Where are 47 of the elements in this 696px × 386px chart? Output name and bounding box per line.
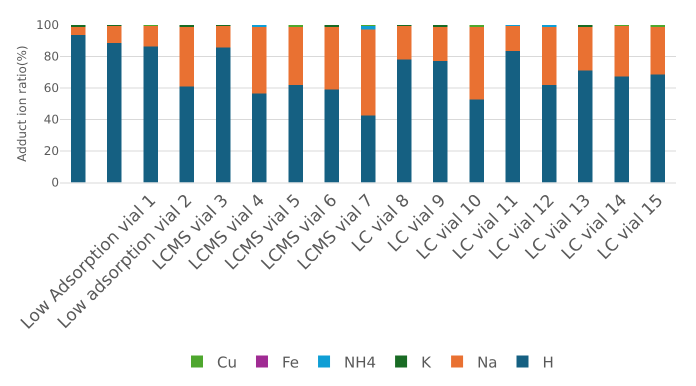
- bar: [650, 74, 666, 182]
- bar: [360, 30, 376, 116]
- y-tick-label: 20: [44, 144, 59, 158]
- y-tick-label: 40: [44, 112, 59, 127]
- y-tick-label: 80: [44, 50, 59, 64]
- bar: [650, 26, 666, 75]
- bar: [288, 85, 303, 182]
- bar: [578, 70, 593, 182]
- y-tick-label: 60: [44, 81, 59, 96]
- bar: [324, 26, 340, 90]
- bar: [614, 76, 629, 182]
- legend-label: K: [421, 353, 432, 372]
- bar: [107, 26, 122, 43]
- bar: [506, 26, 520, 51]
- bar: [542, 26, 556, 85]
- bar: [143, 46, 158, 182]
- bar: [469, 100, 484, 182]
- bar: [433, 60, 448, 182]
- bar: [70, 27, 86, 36]
- bar: [433, 26, 448, 61]
- bar: [216, 25, 230, 48]
- bar: [324, 89, 340, 182]
- bar: [578, 26, 593, 70]
- bar: [542, 84, 556, 182]
- bar: [506, 50, 520, 182]
- bar: [216, 47, 230, 182]
- y-tick-label: 100: [36, 18, 59, 32]
- bar: [252, 27, 267, 94]
- bar: [180, 26, 194, 86]
- legend-label: Cu: [217, 353, 237, 372]
- bar: [614, 26, 629, 76]
- bar: [70, 35, 86, 182]
- y-tick-label: 0: [51, 175, 59, 190]
- bar: [107, 42, 122, 182]
- legend-label: Fe: [282, 353, 300, 372]
- bar: [469, 26, 484, 100]
- y-axis-title: Adduct ion ratio(%): [15, 45, 29, 162]
- legend-label: Na: [477, 353, 498, 372]
- bar: [360, 116, 376, 182]
- bar: [288, 26, 303, 86]
- bar: [143, 26, 158, 46]
- legend-label: H: [542, 353, 554, 372]
- legend-label: NH4: [344, 353, 376, 372]
- bar: [396, 59, 412, 182]
- bar: [180, 86, 194, 182]
- bar: [396, 26, 412, 60]
- bar: [252, 94, 267, 182]
